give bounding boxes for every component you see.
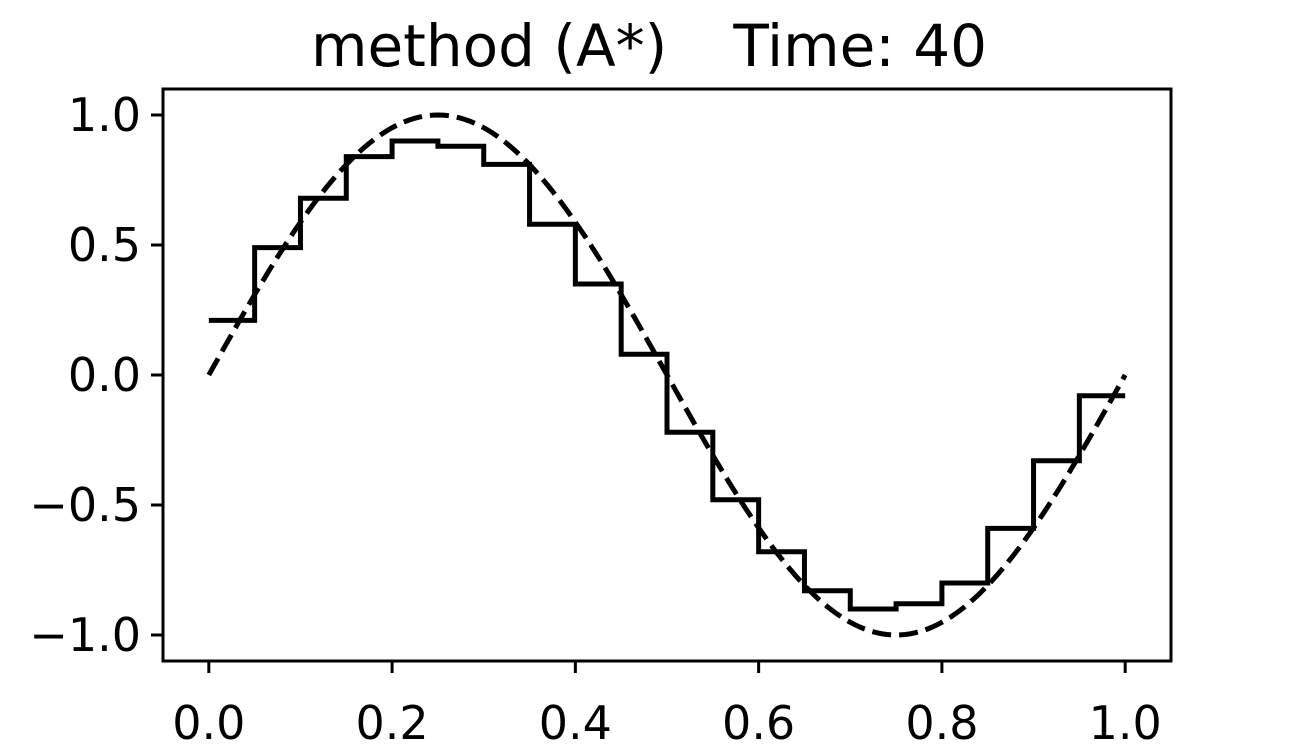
x-tick-label: 0.2 [356, 696, 429, 744]
y-tick-label: −1.0 [29, 608, 141, 662]
y-tick-label: 1.0 [68, 88, 141, 142]
y-tick-label: −0.5 [29, 478, 141, 532]
x-tick-label: 0.4 [539, 696, 612, 744]
series-1-step-line [208, 138, 1126, 612]
x-tick-label: 0.6 [722, 696, 795, 744]
x-tick-label: 0.0 [172, 696, 245, 744]
x-tick-label: 0.8 [905, 696, 978, 744]
y-tick-label: 0.0 [68, 348, 141, 402]
y-tick-label: 0.5 [68, 218, 141, 272]
chart-title-main: method (A*) [311, 12, 667, 80]
plot-area [206, 112, 1128, 638]
axes: 0.0 0.2 0.4 0.6 0.8 1.0 1.0 0.5 0.0 −0.5 −1.0 [29, 87, 1173, 744]
x-tick-label: 1.0 [1089, 696, 1162, 744]
chart-title-time: Time: 40 [732, 12, 987, 80]
chart-title: method (A*) Time: 40 [311, 12, 987, 80]
